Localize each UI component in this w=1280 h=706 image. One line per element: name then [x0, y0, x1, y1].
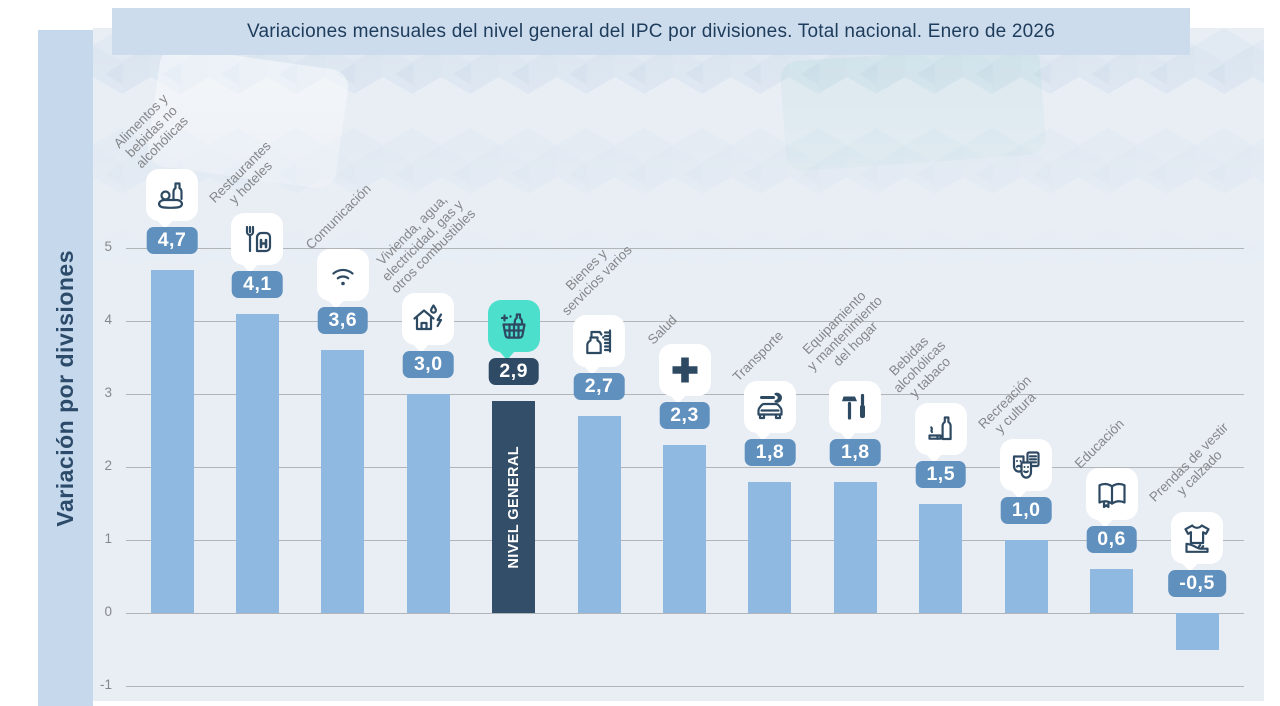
gridline	[126, 247, 1244, 249]
tshirt-shoe-icon	[1179, 520, 1215, 556]
icon-badge-tail	[157, 219, 173, 229]
category-label: Comunicación	[302, 181, 374, 253]
wifi-icon	[325, 257, 361, 293]
category-icon-badge	[487, 300, 540, 353]
gridline	[126, 320, 1244, 322]
bar	[1175, 613, 1219, 650]
value-badge: 1,8	[744, 438, 796, 466]
bottle-cigarette-icon	[923, 411, 959, 447]
bar	[406, 394, 450, 613]
toiletries-comb-icon	[581, 323, 617, 359]
background-fade	[93, 28, 1264, 288]
bar	[833, 481, 877, 613]
restaurant-hotel-icon	[239, 221, 275, 257]
y-tick-label: 4	[104, 312, 112, 327]
icon-badge-tail	[1096, 519, 1113, 529]
y-axis-panel: Variación por divisiones	[38, 30, 93, 706]
category-label: Prendas de vestir y calzado	[1146, 420, 1232, 505]
category-icon-badge	[829, 380, 882, 433]
value-badge: 2,7	[573, 372, 625, 400]
category-label: Alimentos y bebidas no alcohólicas	[110, 91, 191, 172]
bar	[235, 313, 279, 613]
category-label: Salud	[644, 312, 680, 348]
icon-badge-tail	[242, 263, 259, 273]
theater-masks-icon	[1008, 447, 1044, 483]
category-icon-badge	[231, 212, 284, 265]
bar	[748, 481, 792, 613]
open-book-icon	[1094, 476, 1130, 512]
bar	[321, 350, 365, 613]
bar	[1090, 569, 1134, 613]
chart-title-bar: Variaciones mensuales del nivel general …	[112, 8, 1190, 55]
bar	[663, 445, 706, 613]
bar	[150, 269, 194, 613]
chart-title: Variaciones mensuales del nivel general …	[247, 20, 1055, 42]
category-icon-badge	[146, 168, 198, 221]
value-badge: 1,8	[830, 438, 881, 466]
category-label: Equipamiento y mantenimiento del hogar	[799, 288, 886, 374]
icon-badge-tail	[669, 395, 686, 405]
icon-badge-tail	[840, 431, 857, 441]
tools-icon	[837, 389, 873, 425]
category-icon-badge	[658, 344, 711, 397]
icon-badge-tail	[584, 365, 601, 375]
icon-badge-tail	[1011, 490, 1028, 499]
y-tick-label: 0	[104, 604, 112, 619]
category-icon-badge	[402, 293, 455, 345]
category-icon-badge	[573, 314, 626, 367]
icon-badge-tail	[413, 344, 430, 353]
gridline	[126, 685, 1244, 687]
bar	[577, 415, 621, 613]
category-icon-badge	[1000, 439, 1053, 491]
nivel-general-bar: NIVEL GENERAL	[492, 401, 536, 613]
category-label: Educación	[1071, 416, 1127, 472]
icon-badge-tail	[1182, 563, 1198, 572]
icon-badge-tail	[327, 300, 344, 310]
chart-background	[93, 28, 1264, 701]
category-label: Recreación y cultura	[975, 373, 1039, 437]
category-icon-badge	[1085, 468, 1138, 521]
value-badge: 3,6	[317, 307, 369, 335]
category-label: Vivienda, agua, electricidad, gas y otro…	[374, 192, 479, 297]
icon-badge-tail	[498, 351, 515, 361]
icon-badge-tail	[754, 431, 771, 441]
category-label: Bienes y servicios varios	[558, 242, 635, 319]
gridline	[126, 612, 1244, 614]
shopping-basket-icon	[496, 308, 532, 344]
y-tick-label: 2	[104, 458, 112, 473]
value-badge: 0,6	[1086, 526, 1137, 554]
category-label: Transporte	[729, 327, 787, 384]
nivel-general-label: NIVEL GENERAL	[505, 445, 522, 569]
house-energy-icon	[410, 301, 446, 337]
value-badge: 2,3	[659, 402, 710, 430]
category-label: Bebidas alcohólicas y tabaco	[885, 333, 953, 401]
category-icon-badge	[914, 402, 967, 455]
icon-badge-tail	[925, 453, 942, 463]
value-badge: -0,5	[1168, 570, 1226, 597]
bar	[919, 503, 963, 613]
bar	[1004, 540, 1048, 613]
category-icon-badge	[743, 380, 796, 433]
value-badge: 1,5	[915, 460, 967, 488]
y-tick-label: 3	[104, 385, 112, 400]
category-icon-badge	[316, 249, 369, 302]
y-tick-label: 1	[104, 531, 112, 546]
food-bottle-icon	[154, 177, 190, 213]
value-badge: 3,0	[402, 351, 454, 378]
value-badge: 1,0	[1000, 497, 1052, 524]
value-badge: 4,7	[146, 226, 198, 254]
car-wrench-icon	[752, 389, 788, 425]
y-tick-label: 5	[104, 239, 112, 254]
y-tick-label: -1	[99, 677, 112, 692]
health-cross-icon	[667, 352, 703, 388]
category-label: Restaurantes y hoteles	[206, 138, 276, 207]
value-badge: 4,1	[232, 270, 283, 298]
value-badge: 2,9	[488, 358, 539, 386]
category-icon-badge	[1171, 512, 1223, 564]
